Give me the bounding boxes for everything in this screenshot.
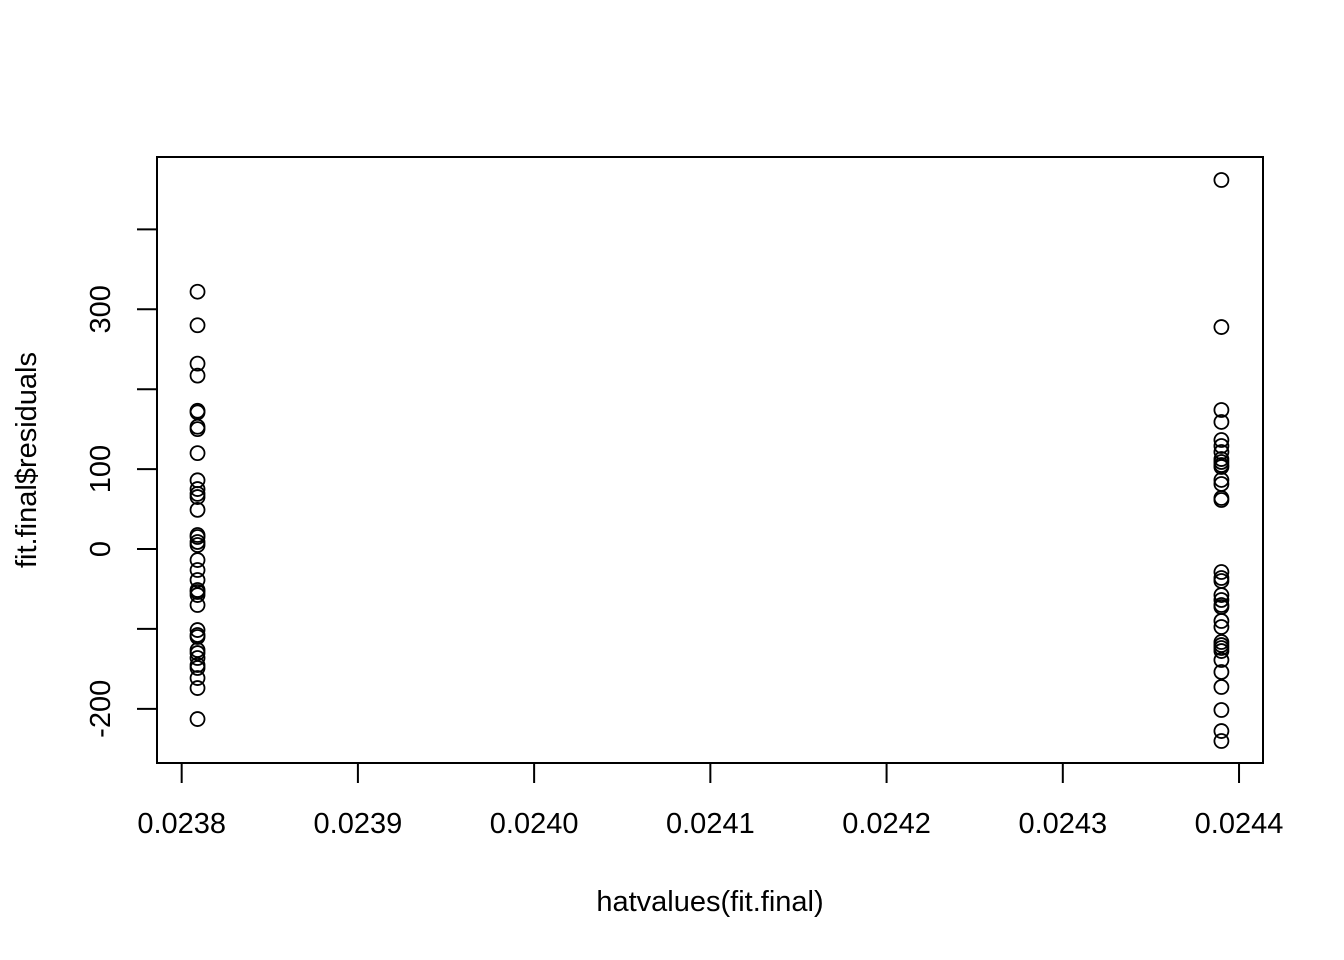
point bbox=[189, 680, 206, 696]
y-tick-label: -200 bbox=[85, 680, 117, 738]
y-tick-label: 0 bbox=[85, 541, 117, 557]
point bbox=[189, 597, 206, 613]
point bbox=[189, 642, 206, 658]
point bbox=[1213, 459, 1230, 475]
point bbox=[189, 572, 206, 588]
point bbox=[1213, 733, 1230, 749]
point bbox=[189, 587, 206, 603]
point bbox=[1213, 564, 1230, 580]
point bbox=[1213, 587, 1230, 603]
point bbox=[189, 622, 206, 638]
x-axis-label: hatvalues(fit.final) bbox=[596, 886, 823, 918]
point bbox=[189, 489, 206, 505]
point bbox=[189, 367, 206, 384]
point bbox=[1213, 664, 1230, 680]
x-tick-label: 0.0241 bbox=[666, 808, 755, 840]
point bbox=[189, 421, 206, 438]
x-tick-label: 0.0240 bbox=[490, 808, 579, 840]
point bbox=[189, 445, 206, 462]
point bbox=[1213, 679, 1230, 695]
point bbox=[1213, 438, 1230, 454]
point bbox=[189, 552, 206, 568]
x-tick-label: 0.0242 bbox=[842, 808, 931, 840]
x-tick-label: 0.0238 bbox=[137, 808, 226, 840]
plot-frame bbox=[156, 156, 1264, 764]
point bbox=[1213, 492, 1230, 508]
point bbox=[1213, 472, 1230, 488]
x-tick-label: 0.0239 bbox=[314, 808, 403, 840]
point bbox=[189, 481, 206, 497]
point bbox=[1213, 619, 1230, 635]
point bbox=[189, 629, 206, 645]
point bbox=[189, 529, 206, 545]
point bbox=[189, 283, 206, 300]
point bbox=[189, 650, 206, 666]
point bbox=[1213, 652, 1230, 668]
point bbox=[1213, 444, 1230, 460]
y-tick-label: 300 bbox=[85, 285, 117, 333]
point bbox=[189, 660, 206, 676]
point bbox=[1213, 172, 1230, 188]
point bbox=[1213, 402, 1230, 418]
point bbox=[189, 670, 206, 686]
point bbox=[189, 501, 206, 518]
x-tick-label: 0.0244 bbox=[1195, 808, 1284, 840]
point bbox=[189, 317, 206, 334]
point bbox=[189, 645, 206, 661]
y-axis-label: fit.final$residuals bbox=[11, 352, 43, 568]
point bbox=[189, 537, 206, 553]
point bbox=[1213, 592, 1230, 608]
point bbox=[1213, 723, 1230, 739]
point bbox=[1213, 613, 1230, 629]
point bbox=[189, 355, 206, 372]
point bbox=[1213, 319, 1230, 335]
point bbox=[189, 562, 206, 578]
point bbox=[1213, 414, 1230, 430]
y-tick-label: 100 bbox=[85, 445, 117, 493]
x-tick-label: 0.0243 bbox=[1018, 808, 1107, 840]
point bbox=[189, 711, 206, 727]
point bbox=[1213, 702, 1230, 718]
point bbox=[1213, 432, 1230, 448]
point bbox=[1213, 643, 1230, 659]
